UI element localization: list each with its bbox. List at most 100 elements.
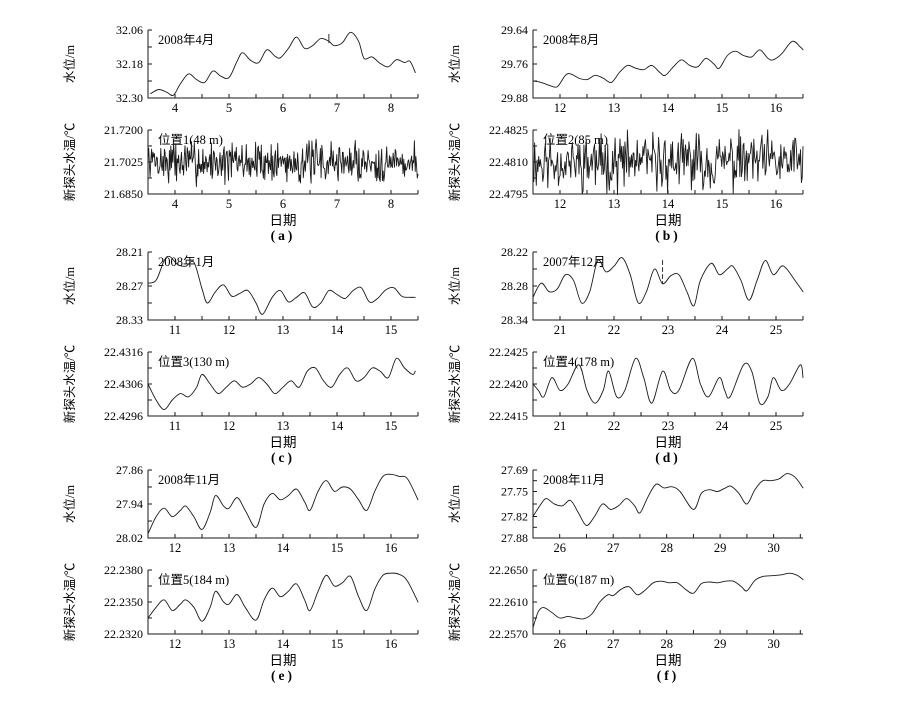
x-tick-label: 13 bbox=[223, 541, 236, 555]
panel-b-water-level-plot: 29.64 29.76 29.88 12 13 14 15 16 水位/m 2008年8月 bbox=[447, 23, 804, 115]
x-tick-label: 11 bbox=[169, 419, 181, 433]
y-axis-title: 水位/m bbox=[447, 45, 462, 83]
subplot-annotation: 2008年11月 bbox=[158, 473, 220, 487]
subplot-annotation: 2008年8月 bbox=[543, 33, 599, 47]
panel-d-water-level-plot: 28.22 28.28 28.34 21 22 23 24 25 水位/m 2007年12月 bbox=[447, 245, 804, 337]
y-tick-label: 22.4810 bbox=[489, 155, 528, 169]
x-axis-title: 日期 bbox=[654, 213, 682, 228]
y-tick-label: 27.88 bbox=[501, 531, 528, 545]
subplot-annotation: 位置4(178 m) bbox=[543, 354, 614, 369]
x-tick-label: 15 bbox=[385, 419, 398, 433]
y-tick-label: 21.7200 bbox=[104, 123, 143, 137]
y-tick-label: 22.2380 bbox=[104, 563, 143, 577]
y-tick-label: 29.64 bbox=[501, 23, 528, 37]
x-tick-label: 13 bbox=[277, 323, 290, 337]
x-tick-label: 14 bbox=[331, 323, 344, 337]
data-series-line bbox=[150, 31, 416, 96]
x-tick-label: 6 bbox=[280, 197, 286, 211]
x-tick-label: 13 bbox=[223, 637, 236, 651]
x-tick-label: 23 bbox=[662, 323, 675, 337]
x-tick-label: 30 bbox=[767, 541, 780, 555]
panel-b-temperature-plot: 22.4825 22.4810 22.4795 12 13 14 15 16 新探头水温/℃ 位置… bbox=[447, 123, 804, 211]
x-tick-label: 14 bbox=[662, 101, 675, 115]
y-tick-label: 22.4825 bbox=[489, 123, 528, 137]
y-axis-title: 新探头水温/℃ bbox=[447, 123, 462, 201]
y-tick-label: 22.2650 bbox=[489, 563, 528, 577]
y-axis-title: 新探头水温/℃ bbox=[62, 123, 77, 201]
x-tick-label: 13 bbox=[277, 419, 290, 433]
x-tick-label: 15 bbox=[385, 323, 398, 337]
panel-b: 29.64 29.76 29.88 12 13 14 15 16 水位/m 2008年8月 22.… bbox=[445, 22, 865, 262]
y-tick-label: 29.76 bbox=[501, 57, 528, 71]
x-tick-label: 23 bbox=[662, 419, 675, 433]
x-tick-label: 29 bbox=[714, 637, 727, 651]
x-tick-label: 4 bbox=[172, 197, 179, 211]
subplot-annotation: 2007年12月 bbox=[543, 255, 606, 269]
y-tick-label: 22.4296 bbox=[104, 409, 143, 423]
x-tick-label: 7 bbox=[334, 197, 340, 211]
x-tick-label: 12 bbox=[223, 419, 236, 433]
x-tick-label: 8 bbox=[388, 101, 394, 115]
x-tick-label: 25 bbox=[770, 323, 783, 337]
x-tick-label: 22 bbox=[608, 323, 621, 337]
panel-f-water-level-plot: 27.69 27.75 27.82 27.88 26 27 28 29 30 水位/m 2008年1… bbox=[447, 463, 804, 555]
panel-caption: (d) bbox=[655, 450, 681, 465]
x-tick-label: 27 bbox=[607, 541, 620, 555]
x-tick-label: 29 bbox=[714, 541, 727, 555]
x-tick-label: 24 bbox=[716, 323, 729, 337]
y-tick-label: 21.7025 bbox=[104, 155, 143, 169]
y-tick-label: 32.06 bbox=[116, 23, 143, 37]
data-series-line bbox=[147, 572, 419, 622]
x-tick-label: 12 bbox=[169, 541, 182, 555]
x-tick-label: 14 bbox=[331, 419, 344, 433]
x-tick-label: 22 bbox=[608, 419, 621, 433]
x-tick-label: 12 bbox=[554, 101, 567, 115]
x-tick-label: 16 bbox=[385, 637, 398, 651]
subplot-annotation: 位置5(184 m) bbox=[158, 572, 229, 587]
y-tick-label: 28.21 bbox=[116, 245, 143, 259]
y-axis-title: 水位/m bbox=[447, 485, 462, 523]
subplot-annotation: 2008年11月 bbox=[543, 473, 605, 487]
x-tick-label: 15 bbox=[716, 197, 729, 211]
x-tick-label: 14 bbox=[662, 197, 675, 211]
data-series-line bbox=[532, 40, 804, 88]
data-series-line bbox=[147, 473, 419, 535]
panel-f-temperature-plot: 22.2650 22.2610 22.2570 26 27 28 29 30 新探头水温/℃ 位置… bbox=[447, 563, 804, 651]
x-axis-title: 日期 bbox=[269, 653, 297, 668]
y-tick-label: 32.30 bbox=[116, 91, 143, 105]
subplot-annotation: 位置6(187 m) bbox=[543, 572, 614, 587]
y-tick-label: 28.34 bbox=[501, 313, 528, 327]
y-axis-title: 水位/m bbox=[62, 267, 77, 305]
panel-d-temperature-plot: 22.2425 22.2420 22.2415 21 22 23 24 25 新探头水温/℃ 位置… bbox=[447, 345, 804, 433]
data-series-line bbox=[147, 138, 419, 188]
y-tick-label: 28.22 bbox=[501, 245, 528, 259]
panel-e-water-level-plot: 27.86 27.94 28.02 12 13 14 15 16 水位/m 2008年11月 bbox=[62, 463, 419, 555]
y-tick-label: 27.86 bbox=[116, 463, 143, 477]
x-tick-label: 5 bbox=[226, 101, 232, 115]
subplot-annotation: 位置2(85 m) bbox=[543, 132, 608, 147]
y-axis-title: 新探头水温/℃ bbox=[62, 563, 77, 641]
x-tick-label: 25 bbox=[770, 419, 783, 433]
subplot-annotation: 位置1(48 m) bbox=[158, 132, 223, 147]
x-tick-label: 16 bbox=[770, 101, 783, 115]
y-tick-label: 22.2420 bbox=[489, 377, 528, 391]
x-tick-label: 15 bbox=[331, 637, 344, 651]
x-tick-label: 15 bbox=[331, 541, 344, 555]
data-series-line bbox=[532, 572, 804, 629]
x-tick-label: 21 bbox=[554, 323, 567, 337]
subplot-annotation: 2008年4月 bbox=[158, 33, 214, 47]
y-axis-title: 水位/m bbox=[62, 45, 77, 83]
panel-caption: (c) bbox=[271, 450, 295, 465]
y-tick-label: 22.4306 bbox=[104, 377, 143, 391]
y-tick-label: 28.33 bbox=[116, 313, 143, 327]
panel-d: 28.22 28.28 28.34 21 22 23 24 25 水位/m 2007年12月 22… bbox=[445, 244, 865, 484]
y-tick-label: 28.27 bbox=[116, 279, 143, 293]
x-tick-label: 26 bbox=[553, 637, 566, 651]
x-axis-title: 日期 bbox=[269, 213, 297, 228]
x-tick-label: 13 bbox=[608, 197, 621, 211]
panel-caption: (e) bbox=[271, 668, 295, 683]
panel-a-water-level-plot: 32.06 32.18 32.30 4 5 6 7 8 水位/m 2008年4月 bbox=[62, 23, 419, 115]
y-axis-title: 水位/m bbox=[62, 485, 77, 523]
